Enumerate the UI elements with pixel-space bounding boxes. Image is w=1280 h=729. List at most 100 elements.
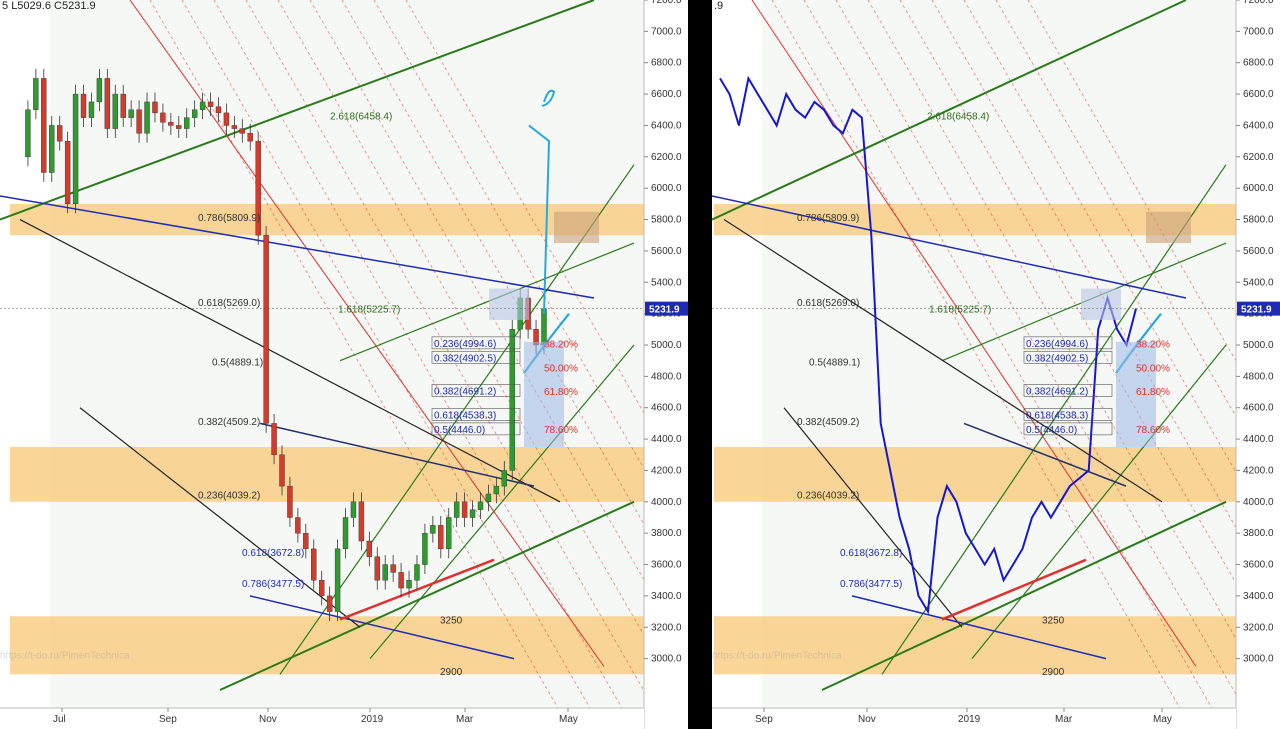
level-label-3250: 3250 [1042,615,1065,626]
price-line [719,75,1137,615]
candle-body [318,580,325,597]
inner-fib-label: 0.382(4902.5) [1026,353,1088,364]
y-tick-label: 3800.0 [1243,528,1274,539]
support-zone-1 [10,446,644,502]
black-descending-1 [19,219,561,503]
x-tick-label: May [559,714,578,725]
fib-fan-line-7 [995,0,1280,494]
fib-label: 0.618(5269.0) [198,298,260,309]
y-tick-label: 4400.0 [651,434,682,445]
fib-fan-line-8 [405,0,688,491]
x-tick-label: May [1153,714,1172,725]
right-ohlc-partial: .9 [714,0,724,12]
inner-label-box [431,350,521,364]
y-tick-label: 7000.0 [1243,26,1274,37]
candle-body [406,580,412,589]
pct-label: 38.20% [1136,339,1170,350]
candle-body [358,501,365,542]
y-tick-label: 5000.0 [1243,340,1274,351]
candle-body [56,125,63,142]
x-tick-label: Mar [1055,714,1073,725]
y-tick-label: 7000.0 [651,26,682,37]
support-zone-1 [714,446,1236,502]
candle-body [422,532,428,565]
y-tick-label: 4600.0 [651,403,682,414]
candle-body [398,572,404,589]
inner-label-box [431,408,521,421]
x-tick-label: 2019 [361,714,384,725]
candle-body [128,109,134,118]
inner-fib-label: 0.382(4691.2) [434,386,496,397]
y-tick-label: 4400.0 [1243,434,1274,445]
y-tick-label: 4200.0 [651,465,682,476]
fib-fan-line-2 [835,0,1257,729]
last-price-label: 5231.9 [649,305,680,316]
fib-label: 0.786(3477.5) [242,579,304,590]
y-tick-label: 5600.0 [651,246,682,257]
fib-label: 0.236(4039.2) [797,491,859,502]
inner-fib-label: 0.236(4994.6) [434,339,496,350]
target-box [554,211,599,244]
candle-body [493,485,500,495]
fib-red-solid-line [129,0,605,667]
y-tick-label: 3200.0 [1243,622,1274,633]
candle-body [263,235,269,424]
candle-body [374,556,380,581]
candle-body [184,117,190,129]
candle-body [453,501,460,518]
candle-body [295,517,301,534]
support-zone-2 [10,616,644,675]
candle-body [279,454,285,487]
forecast-box [1116,341,1156,447]
fib-fan-line-0 [149,0,571,729]
y-tick-label: 6800.0 [651,58,682,69]
pct-label: 50.00% [544,364,578,375]
inner-fib-label: 0.382(4902.5) [434,353,496,364]
inner-fib-label: 0.382(4691.2) [1026,386,1088,397]
current-box [1081,288,1121,320]
left-chart-svg[interactable]: 2.618(6458.4) 0.786(5809.9) 0.618(5269.0) 1… [0,0,688,729]
candle-body [49,125,55,173]
candle-body [80,93,87,118]
y-tick-label: 3000.0 [651,654,682,665]
candle-body [303,532,309,550]
fib-label: 0.5(4889.1) [809,357,860,368]
last-price-label: 5231.9 [1241,305,1272,316]
candle-body [350,501,357,518]
candle-body [88,101,95,118]
candle-body [152,101,158,114]
y-tick-label: 3000.0 [1243,654,1274,665]
ohlc-header: 5 L5029.6 C5231.9 [2,0,96,12]
support-zone-0 [10,203,644,236]
inner-fib-label: 0.5(4446.0) [434,425,485,436]
navy-line [963,422,1127,487]
candle-body [255,140,261,236]
fib-fan-line-5 [309,0,688,657]
green-channel-1 [881,164,1227,675]
x-tick-label: Nov [259,714,277,725]
pct-label: 78.60% [544,425,578,436]
inner-fib-label: 0.5(4446.0) [1026,425,1077,436]
candle-body [112,93,118,129]
candle-body [334,548,341,612]
fib-fan-line-4 [277,0,688,713]
candle-body [430,525,436,534]
panel-divider [688,0,712,729]
current-box [489,288,529,320]
candle-body [382,564,388,581]
fib-red-solid-line [751,0,1197,667]
green-trend-lower [219,500,635,691]
x-tick-label: 2019 [958,714,981,725]
inner-label-box [1023,350,1113,364]
candle-body [160,112,166,123]
y-tick-label: 5800.0 [1243,215,1274,226]
candle-body [390,564,396,573]
y-tick-label: 6600.0 [1243,89,1274,100]
fib-label: 0.786(5809.9) [198,213,260,224]
fib-fan-line-1 [181,0,603,729]
candle-body [144,101,150,134]
y-tick-label: 5400.0 [651,277,682,288]
right-chart-svg[interactable]: 2.618(6458.4) 0.786(5809.9) 0.618(5269.0) 1… [712,0,1280,729]
x-tick-label: Mar [456,714,474,725]
